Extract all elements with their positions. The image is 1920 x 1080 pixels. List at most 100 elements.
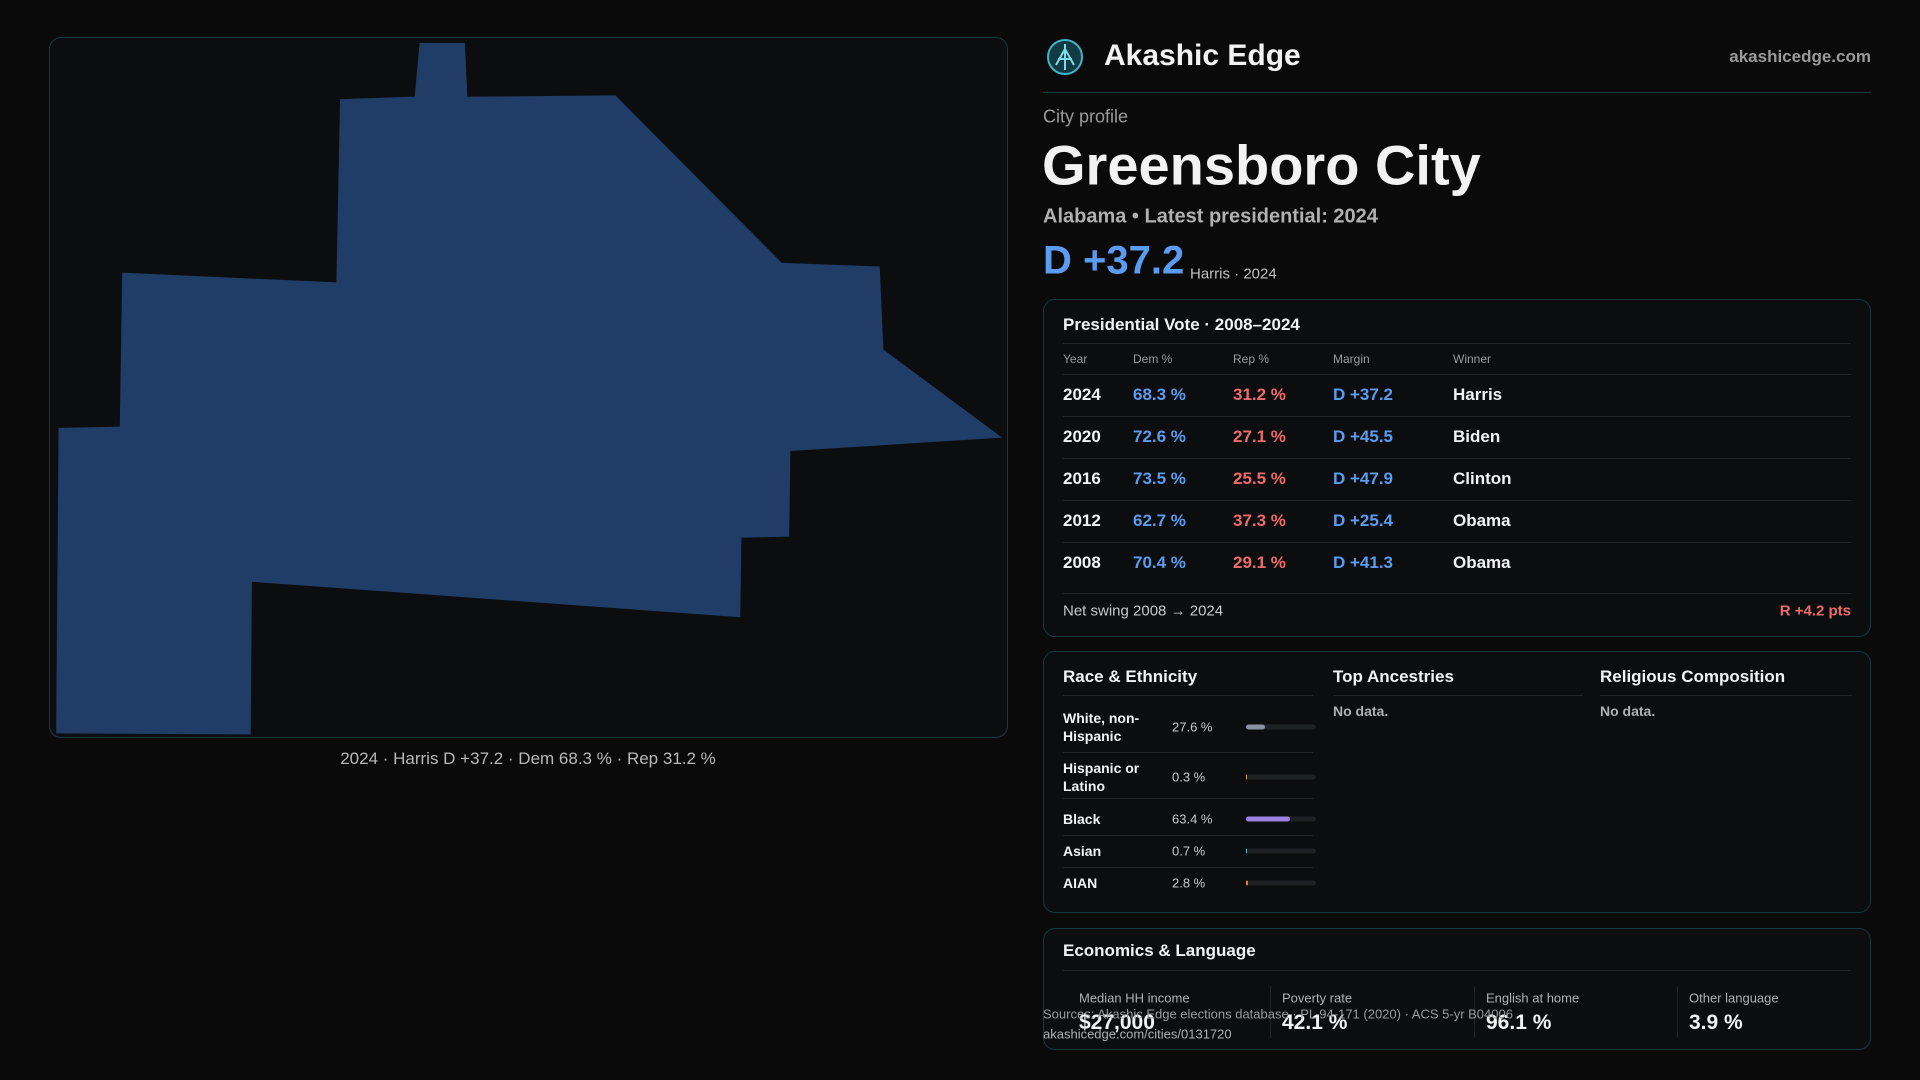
bar-track xyxy=(1246,880,1316,886)
source-note: Sources: Akashic Edge elections database… xyxy=(1043,1006,1513,1022)
vote-cell: 25.5 % xyxy=(1233,469,1286,488)
row-divider xyxy=(1063,374,1851,375)
metric-divider xyxy=(1270,986,1271,1038)
vote-cell: 72.6 % xyxy=(1133,427,1186,446)
column-header: Rep % xyxy=(1233,352,1270,366)
race-title: Race & Ethnicity xyxy=(1063,667,1198,686)
map-panel xyxy=(49,37,1008,738)
row-divider xyxy=(1063,458,1851,459)
metric-label: Median HH income xyxy=(1079,990,1190,1006)
vote-cell: 27.1 % xyxy=(1233,427,1286,446)
vote-cell: D +41.3 xyxy=(1333,553,1394,572)
row-divider xyxy=(1063,542,1851,543)
row-divider xyxy=(1063,416,1851,417)
column-header: Dem % xyxy=(1133,352,1173,366)
religion-empty: No data. xyxy=(1600,703,1656,719)
vote-cell: 29.1 % xyxy=(1233,553,1286,572)
margin-note: Harris · 2024 xyxy=(1190,265,1277,283)
bar-track xyxy=(1246,848,1316,854)
vote-cell: Harris xyxy=(1453,385,1503,404)
metric-label: Other language xyxy=(1689,990,1779,1006)
race-label: Hispanic or Latino xyxy=(1063,760,1140,794)
city-title: Greensboro City xyxy=(1042,133,1481,197)
site-link[interactable]: akashicedge.com xyxy=(1729,47,1871,66)
metric-divider xyxy=(1474,986,1475,1038)
column-header: Winner xyxy=(1453,352,1492,366)
ancestries-empty: No data. xyxy=(1333,703,1389,719)
vote-cell: Biden xyxy=(1453,427,1501,446)
vote-cell: 70.4 % xyxy=(1133,553,1186,572)
race-label: White, non-Hispanic xyxy=(1063,710,1140,744)
divider xyxy=(1063,343,1851,344)
city-boundary xyxy=(56,42,1003,735)
swing-label: Net swing 2008 → 2024 xyxy=(1063,602,1224,620)
vote-panel: Presidential Vote · 2008–2024 Net swing … xyxy=(1043,299,1871,637)
vote-cell: Obama xyxy=(1453,511,1511,530)
demographics-panel: Race & Ethnicity Top Ancestries No data.… xyxy=(1043,651,1871,913)
row-divider xyxy=(1063,500,1851,501)
metric-value: 42.1 % xyxy=(1282,1011,1348,1034)
bar-track xyxy=(1246,724,1316,730)
vote-cell: 73.5 % xyxy=(1133,469,1186,488)
vote-title: Presidential Vote · 2008–2024 xyxy=(1063,315,1300,334)
metric-value: 3.9 % xyxy=(1689,1011,1743,1034)
logo xyxy=(1047,39,1083,75)
race-bar xyxy=(1246,724,1266,730)
vote-cell: 31.2 % xyxy=(1233,385,1286,404)
row-divider xyxy=(1063,798,1313,799)
vote-cell: 37.3 % xyxy=(1233,511,1286,530)
vote-cell: Obama xyxy=(1453,553,1511,572)
city-map xyxy=(56,42,1003,735)
race-value: 2.8 % xyxy=(1172,875,1206,891)
vote-cell: D +47.9 xyxy=(1333,469,1394,488)
kicker: City profile xyxy=(1043,106,1129,127)
ancestries-title: Top Ancestries xyxy=(1333,667,1454,686)
economics-panel: Economics & Language Median HH income $27… xyxy=(1043,928,1871,1050)
vote-cell: D +45.5 xyxy=(1333,427,1394,446)
header-rule xyxy=(1043,92,1871,93)
swing-value: R +4.2 pts xyxy=(1779,602,1851,620)
vote-cell: Clinton xyxy=(1453,469,1512,488)
race-label: Black xyxy=(1063,811,1101,827)
metric-label: English at home xyxy=(1486,990,1580,1006)
divider xyxy=(1063,695,1313,696)
vote-cell: D +25.4 xyxy=(1333,511,1394,530)
metric-value: 96.1 % xyxy=(1486,1011,1552,1034)
column-header: Year xyxy=(1063,352,1088,366)
row-divider xyxy=(1063,867,1313,868)
race-value: 63.4 % xyxy=(1172,811,1213,827)
race-value: 27.6 % xyxy=(1172,719,1213,735)
bar-track xyxy=(1246,816,1316,822)
race-value: 0.3 % xyxy=(1172,769,1206,785)
vote-cell: 2020 xyxy=(1063,427,1101,446)
race-value: 0.7 % xyxy=(1172,843,1206,859)
race-label: Asian xyxy=(1063,843,1102,859)
vote-cell: 2016 xyxy=(1063,469,1101,488)
bar-track xyxy=(1246,774,1316,780)
divider xyxy=(1600,695,1852,696)
row-divider xyxy=(1063,835,1313,836)
race-bar xyxy=(1246,816,1291,822)
headline-margin: D +37.2 xyxy=(1043,238,1185,283)
race-bar xyxy=(1246,880,1248,886)
map-caption: 2024 · Harris D +37.2 · Dem 68.3 % · Rep… xyxy=(340,749,716,768)
divider xyxy=(1063,970,1851,971)
metric-value: $27,000 xyxy=(1079,1011,1155,1034)
vote-cell: 68.3 % xyxy=(1133,385,1186,404)
religion-title: Religious Composition xyxy=(1600,667,1786,686)
metric-divider xyxy=(1677,986,1678,1038)
brand: Akashic Edge xyxy=(1104,39,1301,72)
divider xyxy=(1063,593,1851,594)
vote-cell: 2012 xyxy=(1063,511,1101,530)
vote-cell: 62.7 % xyxy=(1133,511,1186,530)
page-url[interactable]: akashicedge.com/cities/0131720 xyxy=(1043,1026,1232,1042)
vote-cell: D +37.2 xyxy=(1333,385,1394,404)
row-divider xyxy=(1063,752,1313,753)
vote-cell: 2008 xyxy=(1063,553,1101,572)
vote-cell: 2024 xyxy=(1063,385,1101,404)
economics-title: Economics & Language xyxy=(1063,941,1256,960)
divider xyxy=(1333,695,1583,696)
subtitle: Alabama • Latest presidential: 2024 xyxy=(1043,205,1378,228)
